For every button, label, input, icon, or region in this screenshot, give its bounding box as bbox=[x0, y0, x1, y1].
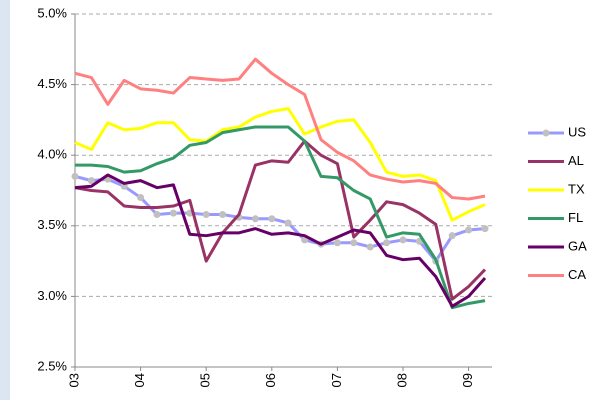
point bbox=[399, 236, 407, 244]
legend-marker bbox=[542, 129, 550, 137]
x-tick-label: 08 bbox=[394, 373, 409, 387]
series-line bbox=[74, 174, 486, 263]
x-tick-label: 03 bbox=[66, 373, 81, 387]
point bbox=[251, 215, 259, 223]
point bbox=[448, 232, 456, 240]
point bbox=[383, 239, 391, 247]
point bbox=[137, 194, 145, 202]
x-tick-label: 09 bbox=[460, 373, 475, 387]
y-tick-label: 5.0% bbox=[37, 5, 67, 20]
series-line bbox=[74, 107, 486, 222]
legend-label: US bbox=[568, 124, 586, 139]
legend-label: CA bbox=[568, 267, 586, 282]
series-line bbox=[74, 173, 487, 308]
point bbox=[219, 211, 227, 219]
legend-label: AL bbox=[568, 153, 584, 168]
x-tick-label: 06 bbox=[263, 373, 278, 387]
legend-label: FL bbox=[568, 210, 583, 225]
series-line bbox=[75, 125, 486, 310]
point bbox=[481, 225, 489, 233]
x-tick-label: 05 bbox=[198, 373, 213, 387]
series-line bbox=[74, 139, 487, 301]
series-line bbox=[74, 57, 486, 201]
point bbox=[202, 211, 210, 219]
point bbox=[350, 239, 358, 247]
y-tick-label: 2.5% bbox=[37, 358, 67, 373]
side-strip bbox=[0, 0, 10, 400]
point bbox=[333, 239, 341, 247]
y-tick-label: 4.5% bbox=[37, 76, 67, 91]
point bbox=[169, 209, 177, 217]
x-tick-label: 07 bbox=[329, 373, 344, 387]
point bbox=[268, 215, 276, 223]
point bbox=[153, 211, 161, 219]
point bbox=[71, 172, 79, 180]
point bbox=[465, 226, 473, 234]
y-tick-label: 4.0% bbox=[37, 147, 67, 162]
legend-label: GA bbox=[568, 238, 587, 253]
point bbox=[87, 177, 95, 185]
point bbox=[366, 243, 374, 251]
y-tick-label: 3.0% bbox=[37, 288, 67, 303]
legend-label: TX bbox=[568, 181, 585, 196]
point bbox=[284, 219, 292, 227]
x-tick-label: 04 bbox=[132, 373, 147, 387]
y-tick-label: 3.5% bbox=[37, 217, 67, 232]
